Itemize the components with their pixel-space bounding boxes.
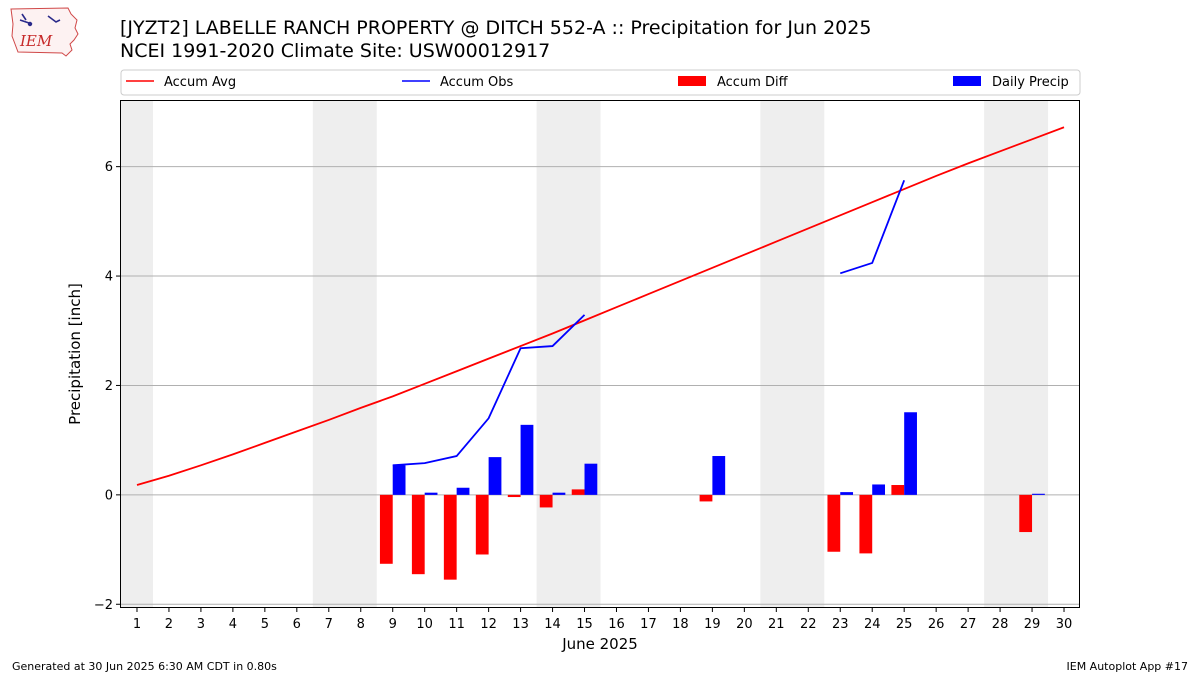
x-tick-label: 24 — [864, 617, 881, 632]
accum-obs-line — [392, 314, 586, 467]
accum-diff-bar — [443, 494, 457, 580]
x-tick-label: 1 — [133, 617, 141, 632]
x-tick-label: 29 — [1024, 617, 1041, 632]
legend-label-accum-diff: Accum Diff — [717, 75, 789, 90]
x-tick-label: 8 — [357, 617, 365, 632]
x-tick-label: 9 — [389, 617, 397, 632]
generated-timestamp: Generated at 30 Jun 2025 6:30 AM CDT in … — [12, 660, 277, 673]
bars — [379, 412, 1045, 580]
weekend-band — [536, 101, 601, 607]
sensor-dot-icon — [27, 21, 33, 27]
x-tick-label: 7 — [325, 617, 333, 632]
accum-diff-bar — [891, 485, 905, 495]
chart-subtitle: NCEI 1991-2020 Climate Site: USW00012917 — [120, 40, 551, 62]
x-axis-label: June 2025 — [561, 635, 638, 653]
daily-precip-bar — [392, 465, 406, 495]
x-tick-label: 30 — [1056, 617, 1073, 632]
x-tick-label: 2 — [165, 617, 173, 632]
legend-label-accum-obs: Accum Obs — [440, 75, 513, 90]
x-tick-label: 13 — [512, 617, 529, 632]
x-tick-label: 10 — [416, 617, 433, 632]
accum-diff-bar — [859, 494, 873, 554]
x-tick-label: 17 — [640, 617, 657, 632]
daily-precip-bar — [552, 492, 566, 495]
y-tick-label: 2 — [105, 379, 113, 394]
daily-precip-bar — [584, 463, 598, 495]
x-tick-label: 3 — [197, 617, 205, 632]
x-tick-label: 18 — [672, 617, 689, 632]
x-tick-label: 19 — [704, 617, 721, 632]
x-tick-label: 23 — [832, 617, 849, 632]
daily-precip-bar — [424, 492, 438, 495]
weekend-band — [760, 101, 825, 607]
weekend-shading — [121, 101, 1049, 607]
y-axis-label: Precipitation [inch] — [66, 283, 84, 425]
x-tick-label: 25 — [896, 617, 913, 632]
weekend-band — [121, 101, 153, 607]
weekend-band — [984, 101, 1049, 607]
x-tick-label: 26 — [928, 617, 945, 632]
legend-swatch-accum-diff — [678, 76, 706, 86]
legend-label-accum-avg: Accum Avg — [164, 75, 236, 90]
accum-diff-bar — [379, 494, 393, 564]
accum-diff-bar — [571, 489, 585, 495]
x-tick-label: 27 — [960, 617, 977, 632]
logo-text: IEM — [19, 32, 53, 50]
accum-diff-bar — [699, 494, 713, 502]
accum-avg-line — [136, 126, 1065, 486]
x-tick-label: 6 — [293, 617, 301, 632]
x-tick-label: 12 — [480, 617, 497, 632]
legend-frame — [120, 69, 1081, 96]
accum-diff-bar — [539, 494, 553, 508]
daily-precip-bar — [712, 456, 726, 495]
accum-diff-bar — [507, 494, 521, 498]
plot-frame — [120, 100, 1080, 608]
legend: Accum Avg Accum Obs Accum Diff Daily Pre… — [120, 69, 1081, 96]
accum-diff-bar — [411, 494, 425, 575]
accum-diff-bar — [827, 494, 841, 552]
daily-precip-bar — [520, 424, 534, 495]
y-tick-label: 0 — [105, 488, 113, 503]
iem-logo: IEM — [10, 7, 79, 57]
chart-title: [JYZT2] LABELLE RANCH PROPERTY @ DITCH 5… — [120, 17, 872, 39]
legend-swatch-daily-precip — [953, 76, 981, 86]
x-tick-label: 20 — [736, 617, 753, 632]
daily-precip-bar — [872, 484, 886, 495]
y-axis-ticks: −2 0 2 4 6 — [94, 160, 121, 613]
daily-precip-bar — [1032, 493, 1045, 495]
x-tick-label: 4 — [229, 617, 237, 632]
iowa-state-outline — [10, 7, 79, 57]
app-credit: IEM Autoplot App #17 — [1066, 660, 1189, 673]
legend-label-daily-precip: Daily Precip — [992, 75, 1069, 90]
y-tick-label: 6 — [105, 160, 113, 175]
x-tick-label: 28 — [992, 617, 1009, 632]
x-tick-label: 16 — [608, 617, 625, 632]
x-tick-label: 11 — [448, 617, 465, 632]
accum-diff-bar — [1019, 494, 1033, 533]
x-tick-label: 15 — [576, 617, 593, 632]
daily-precip-bar — [840, 492, 854, 495]
x-tick-label: 14 — [544, 617, 561, 632]
y-tick-label: −2 — [94, 598, 113, 613]
x-tick-label: 21 — [768, 617, 785, 632]
gridlines — [121, 166, 1080, 605]
daily-precip-bar — [904, 412, 917, 495]
daily-precip-bar — [456, 487, 470, 495]
daily-precip-bar — [488, 457, 502, 495]
x-tick-label: 22 — [800, 617, 817, 632]
y-tick-label: 4 — [105, 270, 113, 285]
accum-obs-line — [839, 179, 906, 275]
lines — [136, 126, 1065, 486]
x-tick-label: 5 — [261, 617, 269, 632]
weekend-band — [312, 101, 377, 607]
x-axis-ticks: 1 2 3 4 5 6 7 8 9 10 11 12 13 14 15 16 17 18 19 20 21 22 23 24 2… — [133, 607, 1072, 632]
accum-diff-bar — [475, 494, 489, 555]
